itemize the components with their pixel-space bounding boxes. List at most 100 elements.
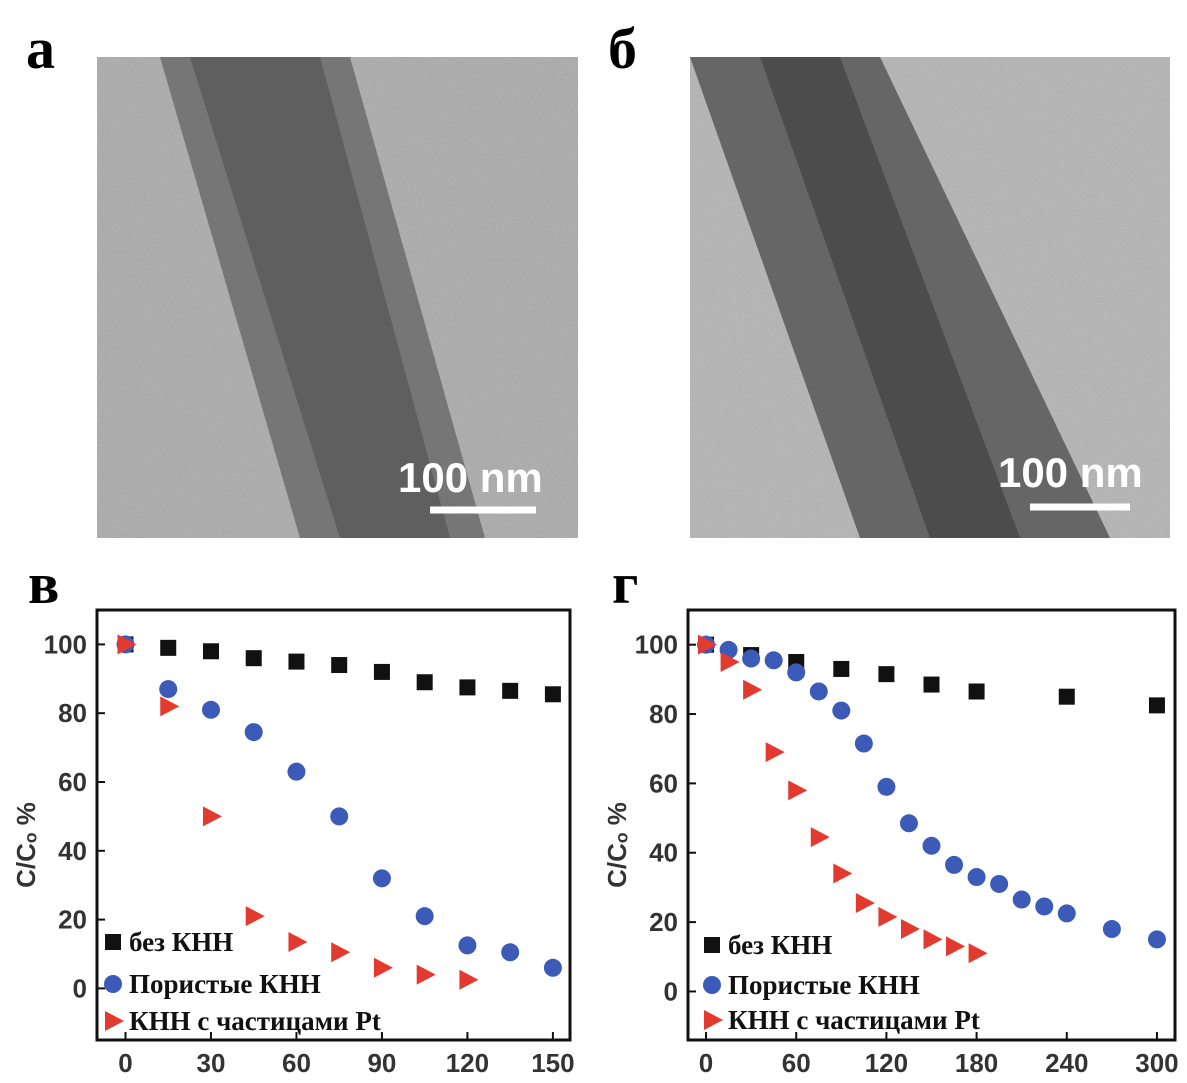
marker [946,936,966,957]
marker [787,663,806,682]
y-tick-label: 100 [44,629,87,659]
marker [742,649,761,668]
x-tick-label: 120 [865,1048,908,1078]
x-tick-label: 240 [1045,1048,1088,1078]
marker [704,1010,723,1030]
marker [330,807,349,826]
marker [159,680,178,699]
marker [372,869,391,888]
y-tick-label: 20 [649,907,678,937]
y-tick-label: 0 [664,976,678,1006]
marker [160,696,180,717]
marker [104,975,122,993]
marker [877,777,896,796]
marker [968,943,988,964]
marker [287,762,306,781]
y-tick-label: 60 [58,767,87,797]
marker [720,652,740,673]
y-axis-label: C/Cₒ % [602,802,632,888]
marker [459,679,476,696]
marker [923,929,943,950]
marker [1102,920,1121,939]
marker [833,863,853,884]
marker [788,780,808,801]
y-axis-label: C/Cₒ % [11,802,41,888]
marker [202,806,222,827]
marker [704,937,720,953]
chart-title: в [28,551,59,616]
x-tick-label: 60 [282,1048,311,1078]
marker [764,651,783,670]
marker [990,874,1009,893]
y-tick-label: 20 [58,905,87,935]
x-tick-label: 60 [782,1048,811,1078]
chart-title: г [612,551,638,616]
panel-label: а [26,16,55,81]
marker [833,660,850,677]
y-tick-label: 80 [649,699,678,729]
scale-bar-label: 100 nm [398,454,543,501]
x-tick-label: 0 [118,1048,132,1078]
legend-label: Пористые КНН [129,969,321,999]
marker [945,855,964,874]
marker [1057,904,1076,923]
marker [160,639,177,656]
plot-frame [686,608,1177,1042]
legend-label: без КНН [728,930,832,960]
marker [967,868,986,887]
marker [1035,897,1054,916]
marker [743,679,763,700]
marker [855,893,875,914]
marker [416,674,433,691]
marker [117,634,137,655]
marker [245,906,265,927]
marker [458,936,477,955]
marker [105,934,121,950]
marker [373,663,390,680]
y-tick-label: 0 [73,973,87,1003]
marker [1058,688,1075,705]
legend-label: КНН с частицами Pt [728,1005,980,1035]
marker [459,969,479,990]
marker [415,907,434,926]
x-tick-label: 180 [955,1048,998,1078]
marker [416,964,436,985]
marker [809,682,828,701]
marker [923,676,940,693]
marker [373,957,393,978]
marker [1147,930,1166,949]
marker [810,827,830,848]
marker [501,943,520,962]
marker [244,723,263,742]
x-tick-label: 300 [1135,1048,1178,1078]
x-tick-label: 90 [367,1048,396,1078]
marker [703,976,721,994]
marker [854,734,873,753]
y-tick-label: 80 [58,698,87,728]
marker [502,682,519,699]
legend-label: КНН с частицами Pt [129,1006,381,1036]
x-tick-label: 150 [531,1048,574,1078]
x-tick-label: 30 [197,1048,226,1078]
marker [922,836,941,855]
plot-frame [95,608,572,1042]
marker [878,666,895,683]
y-tick-label: 60 [649,768,678,798]
x-tick-label: 0 [699,1048,713,1078]
y-tick-label: 40 [649,838,678,868]
legend-label: Пористые КНН [728,970,920,1000]
y-tick-label: 100 [635,630,678,660]
marker [899,814,918,833]
panel-label: б [608,16,637,81]
y-tick-label: 40 [58,836,87,866]
marker [288,931,308,952]
marker [288,653,305,670]
legend-label: без КНН [129,927,233,957]
marker [765,742,785,763]
marker [105,1011,124,1031]
marker [245,650,262,667]
marker [968,683,985,700]
scale-bar-label: 100 nm [998,449,1143,496]
tem-image: 100 nm [97,57,578,538]
